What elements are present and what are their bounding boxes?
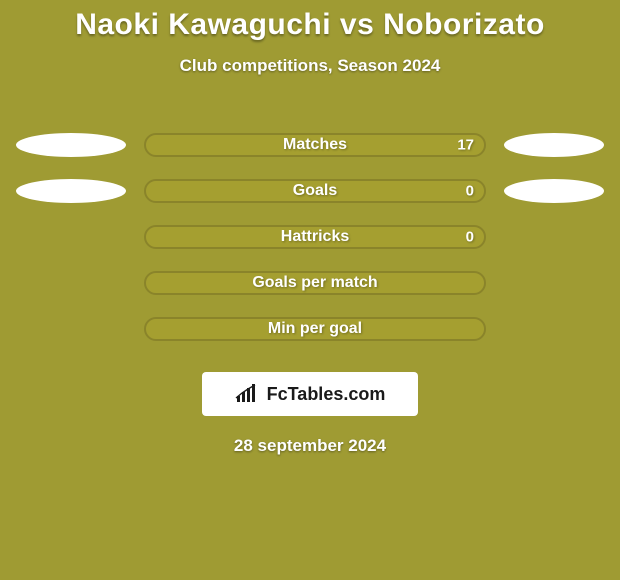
logo-box: FcTables.com: [202, 372, 418, 416]
logo-text: FcTables.com: [267, 384, 386, 405]
footer-date: 28 september 2024: [0, 436, 620, 456]
page-subtitle: Club competitions, Season 2024: [0, 56, 620, 76]
stat-value-right: 0: [466, 183, 474, 200]
page-background: Naoki Kawaguchi vs Noborizato Club compe…: [0, 0, 620, 580]
stat-label: Min per goal: [268, 320, 362, 338]
left-ellipse: [16, 179, 126, 203]
stat-value-right: 0: [466, 229, 474, 246]
stat-label: Matches: [283, 136, 347, 154]
stat-bar-min-per-goal: Min per goal: [144, 317, 486, 341]
page-title: Naoki Kawaguchi vs Noborizato: [0, 0, 620, 42]
stat-bar-matches: Matches 17: [144, 133, 486, 157]
stat-row: Min per goal: [0, 306, 620, 352]
stat-bar-hattricks: Hattricks 0: [144, 225, 486, 249]
stat-label: Goals: [293, 182, 337, 200]
stat-row: Goals 0: [0, 168, 620, 214]
stat-row: Hattricks 0: [0, 214, 620, 260]
chart-icon: [235, 384, 261, 404]
stat-rows: Matches 17 Goals 0 Hattricks 0 Goal: [0, 122, 620, 352]
right-ellipse: [504, 179, 604, 203]
stat-label: Hattricks: [281, 228, 349, 246]
stat-bar-goals-per-match: Goals per match: [144, 271, 486, 295]
stat-label: Goals per match: [252, 274, 377, 292]
stat-value-right: 17: [457, 137, 474, 154]
stat-row: Matches 17: [0, 122, 620, 168]
right-ellipse: [504, 133, 604, 157]
stat-row: Goals per match: [0, 260, 620, 306]
stat-bar-goals: Goals 0: [144, 179, 486, 203]
left-ellipse: [16, 133, 126, 157]
